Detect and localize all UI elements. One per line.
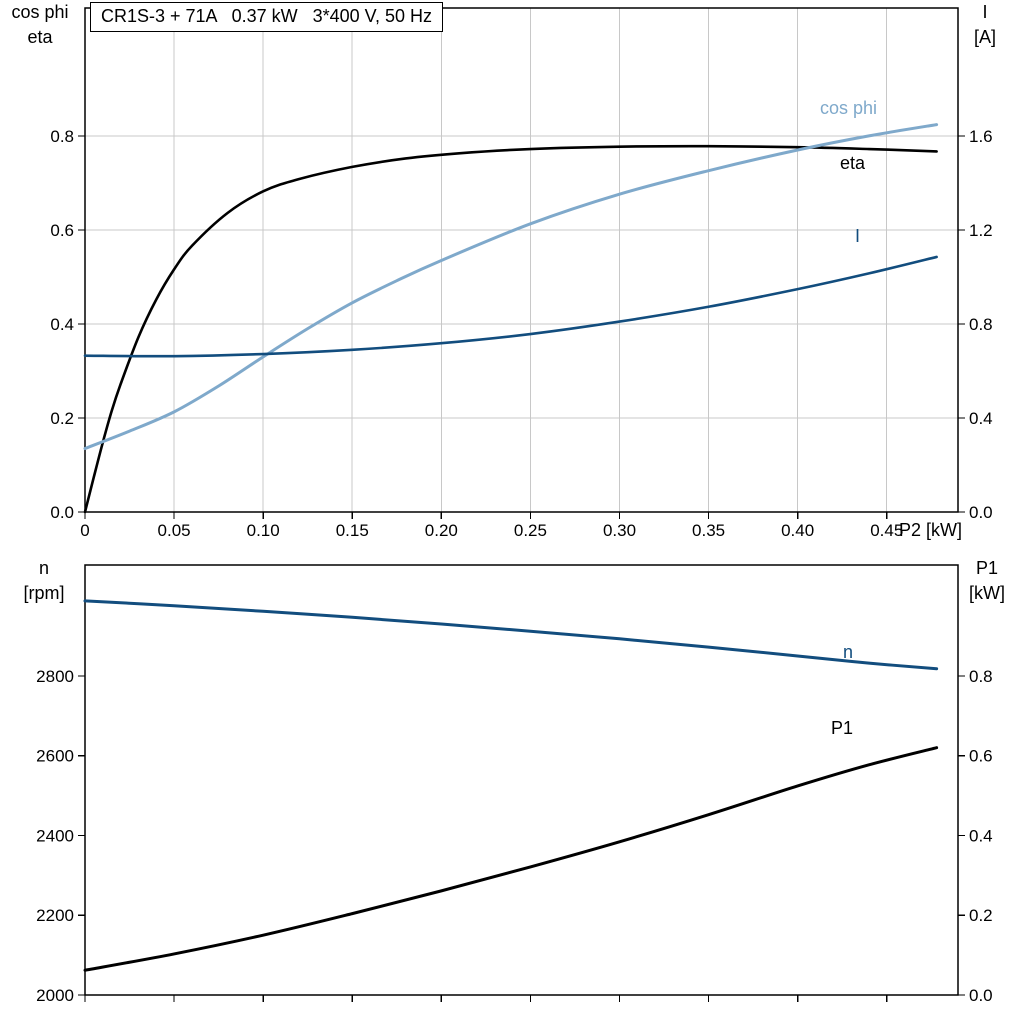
upper-right-axis-label-line2: [A] [973,27,996,47]
left-tick-label: 0.4 [50,315,74,334]
right-tick-label: 0.0 [969,986,993,1005]
left-tick-label: 0.8 [50,127,74,146]
x-tick-label: 0.05 [158,521,191,540]
x-axis-label: P2 [kW] [899,520,963,540]
right-tick-label: 0.8 [969,667,993,686]
lower-right-axis-label-line1: P1 [975,558,999,578]
left-tick-label: 2400 [36,826,74,845]
left-tick-label: 2200 [36,906,74,925]
curve-n [83,599,939,671]
lower-left-axis-label-line1: n [38,558,49,578]
curve-label-current: I [855,226,861,246]
x-tick-label: 0.25 [514,521,547,540]
x-tick-label: 0.30 [603,521,636,540]
left-tick-label: 2800 [36,667,74,686]
curve-label-speed: n [843,642,854,662]
curve-label-p1: P1 [831,718,854,738]
upper-right-axis-label-line1: I [982,2,988,22]
left-tick-label: 0.2 [50,409,74,428]
upper-left-axis-label-line1: cos phi [11,2,69,22]
x-tick-label: 0.45 [870,521,903,540]
right-tick-label: 0.6 [969,747,993,766]
x-tick-label: 0.40 [781,521,814,540]
right-tick-label: 0.0 [969,503,993,522]
right-tick-label: 0.2 [969,906,993,925]
right-tick-label: 0.4 [969,409,993,428]
upper-chart-plot: 0 0.05 0.10 0.15 0.20 0.25 0.30 0.35 0.40 0.45 0.0… [50,7,993,540]
plot-border [84,7,959,513]
curve-p1 [83,746,939,972]
plot-border [84,564,959,996]
lower-left-axis-label-line2: [rpm] [23,583,65,603]
right-tick-label: 1.2 [969,221,993,240]
x-tick-label: 0.20 [425,521,458,540]
curve-label-cos-phi: cos phi [820,98,878,118]
curve-eta [83,144,938,514]
curve-label-eta: eta [840,153,866,173]
right-tick-label: 1.6 [969,127,993,146]
x-tick-label: 0.10 [247,521,280,540]
lower-chart-plot: 2000 2200 2400 2600 2800 0.0 0.2 0.4 0.6 0.8 [36,564,993,1005]
right-tick-label: 0.8 [969,315,993,334]
left-tick-label: 2000 [36,986,74,1005]
curve-i [83,255,938,358]
lower-right-axis-label-line2: [kW] [969,583,1005,603]
upper-left-axis-label-line2: eta [27,27,53,47]
left-tick-label: 2600 [36,747,74,766]
left-tick-label: 0.0 [50,503,74,522]
x-tick-label: 0.15 [336,521,369,540]
curve-cos-phi [83,123,939,451]
x-tick-label: 0.35 [692,521,725,540]
right-tick-label: 0.4 [969,826,993,845]
left-tick-label: 0.6 [50,221,74,240]
chart-title: CR1S-3 + 71A 0.37 kW 3*400 V, 50 Hz [90,2,444,32]
x-tick-label: 0 [80,521,89,540]
